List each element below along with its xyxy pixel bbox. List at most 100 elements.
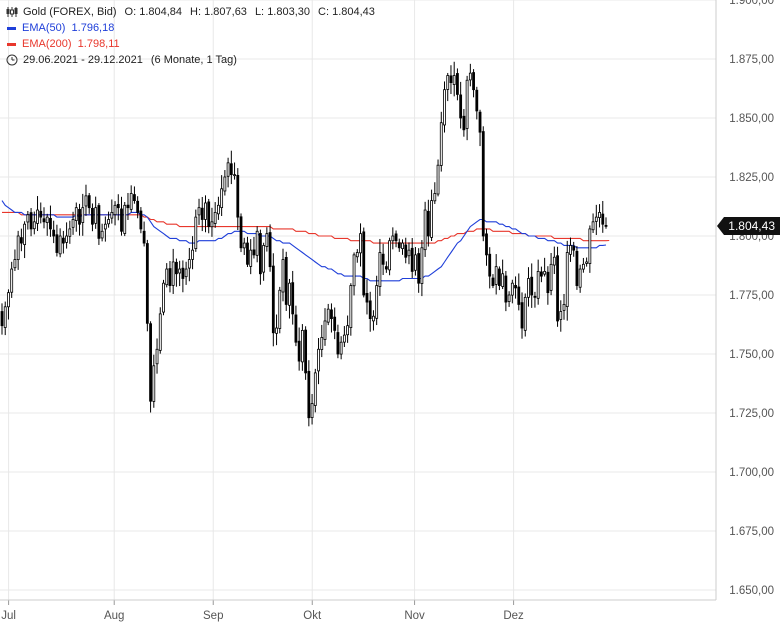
price-axis: 1.650,00 1.675,00 1.700,00 1.725,00 1.750,00…: [715, 0, 774, 600]
candle-body: [375, 285, 379, 319]
candle-body: [317, 348, 320, 372]
candle-body: [378, 252, 382, 287]
ema50-legend[interactable]: EMA(50) 1.796,18: [6, 20, 375, 36]
candle-body: [575, 250, 579, 286]
candle-body: [107, 219, 110, 225]
candle-body: [284, 257, 288, 305]
candle-body: [459, 94, 463, 119]
candle-body: [527, 278, 530, 298]
candle-body: [139, 210, 143, 230]
candle-body: [349, 285, 353, 329]
candle-body: [397, 242, 401, 249]
candle-body: [546, 271, 550, 294]
candle-body: [578, 268, 582, 288]
candlestick-series: [0, 61, 608, 427]
ema50-swatch: [7, 26, 16, 30]
candle-body: [236, 174, 240, 218]
candle-body: [45, 216, 49, 223]
candle-body: [74, 207, 78, 221]
candle-body: [355, 252, 359, 258]
candle-body: [16, 235, 20, 261]
candle-body: [530, 276, 534, 296]
candle-body: [556, 255, 559, 322]
candle-body: [601, 213, 605, 225]
candle-body: [29, 212, 33, 230]
candle-body: [246, 242, 249, 265]
candle-body: [407, 249, 411, 257]
candle-body: [420, 247, 424, 284]
candle-body: [446, 75, 450, 90]
candle-body: [278, 289, 282, 329]
candle-body: [36, 209, 39, 224]
y-tick-label: 1.875,00: [729, 54, 774, 66]
candle-body: [100, 230, 104, 239]
candle-body: [300, 329, 304, 363]
candle-body: [414, 254, 417, 271]
candle-body: [604, 224, 608, 227]
candle-body: [39, 210, 43, 218]
ema50-value: 1.796,18: [71, 22, 115, 34]
candle-body: [226, 162, 230, 177]
candle-body: [42, 218, 46, 223]
candle-body: [562, 304, 566, 311]
candle-body: [97, 205, 101, 239]
candle-body: [384, 266, 388, 270]
candle-body: [581, 263, 585, 270]
candle-body: [352, 254, 356, 287]
candle-body: [103, 223, 107, 230]
candle-body: [288, 282, 291, 306]
candle-body: [197, 207, 201, 216]
candle-body: [275, 327, 278, 334]
candle-body: [136, 200, 140, 213]
candle-body: [565, 252, 569, 307]
candle-body: [488, 253, 492, 277]
candle-body: [191, 249, 194, 260]
candle-body: [175, 261, 178, 275]
candle-body: [478, 111, 482, 133]
candle-body: [129, 193, 133, 210]
ema50-line: [1, 200, 607, 282]
candle-body: [342, 334, 346, 343]
candle-body: [452, 75, 456, 85]
x-tick-label: Aug: [104, 610, 124, 622]
instrument-row: Gold (FOREX, Bid) O: 1.804,84 H: 1.807,6…: [6, 4, 375, 20]
candle-body: [3, 306, 7, 328]
candle-body: [433, 193, 437, 202]
candle-body: [23, 223, 27, 246]
candle-body: [291, 282, 295, 315]
candle-body: [19, 237, 23, 244]
candle-body: [591, 221, 595, 231]
candle-body: [507, 294, 511, 302]
y-tick-label: 1.650,00: [729, 585, 774, 597]
candle-body: [165, 268, 169, 286]
candle-body: [323, 320, 327, 340]
candle-body: [78, 209, 81, 225]
candle-body: [281, 259, 285, 293]
candle-body: [65, 235, 69, 243]
candle-body: [271, 265, 275, 334]
candle-body: [158, 313, 162, 351]
candle-body: [268, 232, 272, 268]
candle-body: [194, 216, 198, 250]
chart-legend: Gold (FOREX, Bid) O: 1.804,84 H: 1.807,6…: [6, 4, 375, 68]
candle-body: [61, 237, 65, 244]
candle-body: [572, 245, 576, 251]
candle-body: [155, 348, 159, 365]
candle-body: [171, 261, 175, 286]
candle-body: [149, 323, 152, 402]
candle-body: [443, 89, 446, 126]
candle-body: [365, 292, 369, 303]
candle-body: [258, 233, 262, 275]
candle-body: [265, 233, 269, 247]
candle-body: [588, 228, 592, 264]
candle-body: [178, 268, 182, 274]
candle-body: [520, 302, 524, 329]
candle-body: [91, 207, 94, 225]
candlestick-icon: [6, 6, 18, 18]
candle-body: [501, 273, 505, 287]
candle-body: [585, 261, 589, 264]
candle-body: [523, 296, 527, 331]
candle-body: [498, 268, 501, 286]
ema200-legend[interactable]: EMA(200) 1.798,11: [6, 36, 375, 52]
